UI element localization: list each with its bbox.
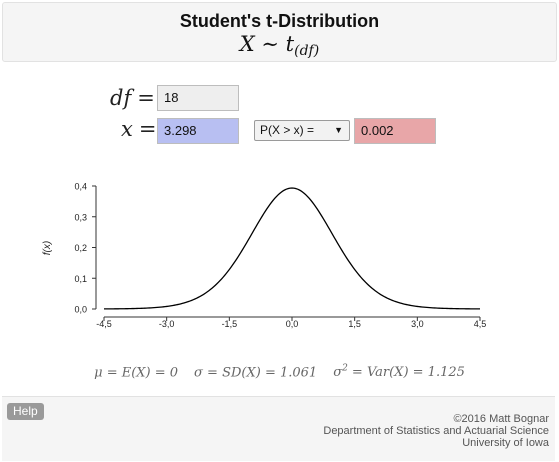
probability-type-selected: P(X > x) = [260,123,315,137]
df-label-text: df [110,86,132,110]
df-label: df = [110,86,155,110]
variance-symbol: σ [333,365,343,381]
distribution-notation: X ∼ t(df) [3,32,556,59]
notation-subscript: (df) [294,43,320,59]
variance-stat: σ2 = Var(X) = 1.125 [333,364,465,381]
x-tick-label: -1,5 [222,319,238,329]
probability-output[interactable]: 0.002 [354,118,436,144]
df-equals: = [137,86,155,110]
summary-statistics: μ = E(X) = 0 σ = SD(X) = 1.061 σ2 = Var(X)… [0,364,559,380]
help-button[interactable]: Help [7,403,44,420]
page-title: Student's t-Distribution [179,11,380,31]
density-curve [103,187,481,310]
x-label: x = [121,117,156,141]
notation-main: X ∼ t [239,32,295,56]
sd-stat: σ = SD(X) = 1.061 [194,365,318,381]
y-axis-label: f(x) [42,241,53,255]
x-tick-label: 4,5 [474,319,487,329]
credit-department: Department of Statistics and Actuarial S… [323,425,549,437]
x-label-text: x [121,117,133,141]
variance-value: = Var(X) = 1.125 [347,365,465,381]
y-tick-label: 0,2 [74,243,87,253]
y-tick-label: 0,1 [74,274,87,284]
credit-copyright: ©2016 Matt Bognar [453,413,549,425]
x-tick-group: -4,5 -3,0 -1,5 0,0 1,5 3,0 4,5 [96,317,486,329]
x-tick-label: 3,0 [411,319,424,329]
x-tick-label: -3,0 [159,319,175,329]
density-chart: 0,0 0,1 0,2 0,3 0,4 -4,5 -3,0 -1,5 0,0 1,5 3,0 4,5… [42,182,486,330]
y-tick-label: 0,4 [74,182,87,192]
y-tick-group: 0,0 0,1 0,2 0,3 0,4 [74,182,96,315]
mean-stat: μ = E(X) = 0 [94,365,179,381]
df-input[interactable]: 18 [157,85,239,111]
x-equals: = [138,117,157,141]
variance-exponent: 2 [342,364,348,374]
probability-type-select[interactable]: P(X > x) = ▼ [254,120,350,141]
dropdown-arrow-icon: ▼ [334,125,343,135]
page-footer: Help ©2016 Matt Bognar Department of Sta… [2,396,555,461]
x-input[interactable]: 3.298 [157,118,239,144]
x-tick-label: 1,5 [348,319,361,329]
page-header: Student's t-Distribution X ∼ t(df) [2,2,557,62]
x-tick-label: -4,5 [96,319,112,329]
credits: ©2016 Matt Bognar Department of Statisti… [323,413,549,449]
y-tick-label: 0,0 [74,305,87,315]
y-tick-label: 0,3 [74,212,87,222]
x-tick-label: 0,0 [286,319,299,329]
credit-university: University of Iowa [462,437,549,449]
